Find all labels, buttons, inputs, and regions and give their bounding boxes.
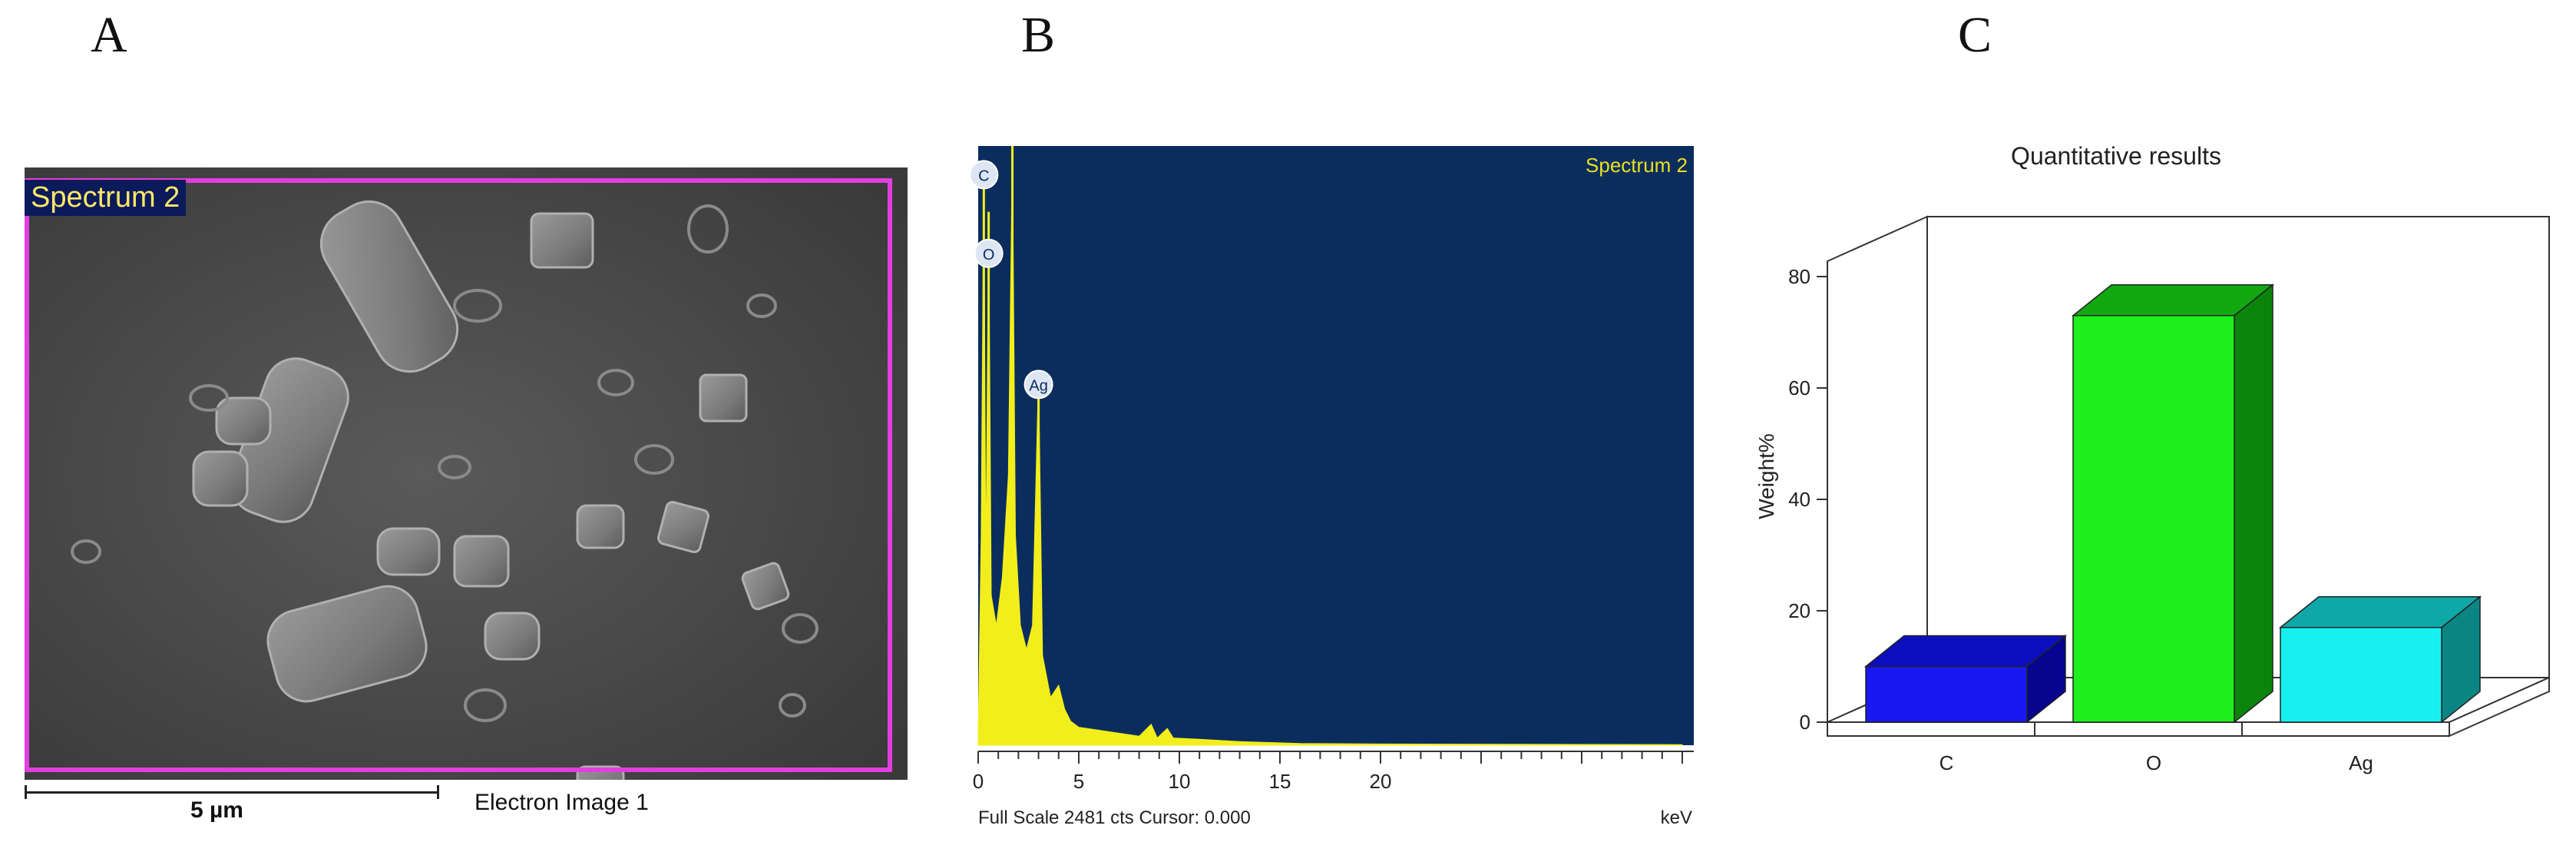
bar-front-C <box>1865 665 2028 723</box>
spectrum-area <box>977 145 1683 746</box>
panel-letter-a: A <box>91 7 127 63</box>
spectrum-peak-marker-C <box>969 160 999 190</box>
spectrum-tick-label-15: 15 <box>1269 770 1291 793</box>
spectrum-footer-right: keV <box>1661 807 1692 828</box>
spectrum-tick-label-5: 5 <box>1073 770 1084 793</box>
spectrum-peak-marker-Ag <box>1023 370 1053 399</box>
bar-chart-title: Quantitative results <box>2011 142 2221 170</box>
spectrum-tick-label-20: 20 <box>1370 770 1392 793</box>
spectrum-peak-marker-O <box>974 238 1004 268</box>
bar-chart-ytick-label-60: 60 <box>1788 376 1810 399</box>
bar-chart-ytick-label-0: 0 <box>1800 711 1810 734</box>
bar-side-O <box>2234 283 2273 724</box>
spectrum-peak-label-Ag: Ag <box>1029 377 1047 394</box>
bar-front-Ag <box>2280 627 2442 723</box>
bar-O <box>2071 283 2275 724</box>
spectrum-tick-label-10: 10 <box>1169 770 1191 793</box>
spectrum-name-label: Spectrum 2 <box>1586 154 1688 177</box>
bar-Ag <box>2278 595 2482 724</box>
scale-bar-label: 5 µm <box>190 797 243 823</box>
bar-xtick-label-C: C <box>1939 751 1954 774</box>
scale-bar-tick-left <box>25 785 27 799</box>
bar-front-O <box>2072 315 2235 723</box>
panel-c: C Quantitative results 0 20 40 60 80 C O Ag We… <box>1705 0 2576 848</box>
panel-b: B C O Ag Spectrum 2 0 5 10 15 20 Full Scale 24… <box>937 0 1705 848</box>
panel-letter-b: B <box>1021 7 1056 63</box>
bar-C <box>1863 634 2068 724</box>
image-caption: Electron Image 1 <box>475 790 649 815</box>
spectrum-overlay-label: Spectrum 2 <box>25 180 187 216</box>
spectrum-peak-label-C: C <box>978 167 989 184</box>
bar-chart-ytick-label-80: 80 <box>1788 265 1810 288</box>
spectrum-tick-label-0: 0 <box>973 770 984 793</box>
panel-a: A <box>0 0 937 848</box>
quantitative-bar-chart: Quantitative results 0 20 40 60 80 C O Ag Weig… <box>1754 142 2550 774</box>
bar-xtick-label-Ag: Ag <box>2349 751 2373 774</box>
spectrum-plot-area <box>978 146 1694 745</box>
sem-image: Spectrum 2 <box>25 167 908 780</box>
scale-bar-tick-right <box>437 785 439 799</box>
eds-spectrum-chart: C O Ag Spectrum 2 0 5 10 15 20 Full Scale 2481… <box>969 145 1694 828</box>
spectrum-footer-left: Full Scale 2481 cts Cursor: 0.000 <box>978 807 1251 828</box>
sem-micrograph-image <box>25 167 908 780</box>
scale-bar <box>25 791 439 794</box>
spectrum-region-frame <box>25 178 892 772</box>
spectrum-peak-label-O: O <box>983 247 995 264</box>
bar-xtick-label-O: O <box>2146 751 2161 774</box>
panel-letter-c: C <box>1958 7 1992 63</box>
bar-chart-ytick-label-40: 40 <box>1788 488 1810 511</box>
bar-chart-base <box>1827 721 2450 737</box>
bar-chart-ytick-label-20: 20 <box>1788 599 1810 622</box>
bar-chart-ylabel: Weight% <box>1754 433 1778 519</box>
bar-chart-base-side <box>2449 676 2550 738</box>
